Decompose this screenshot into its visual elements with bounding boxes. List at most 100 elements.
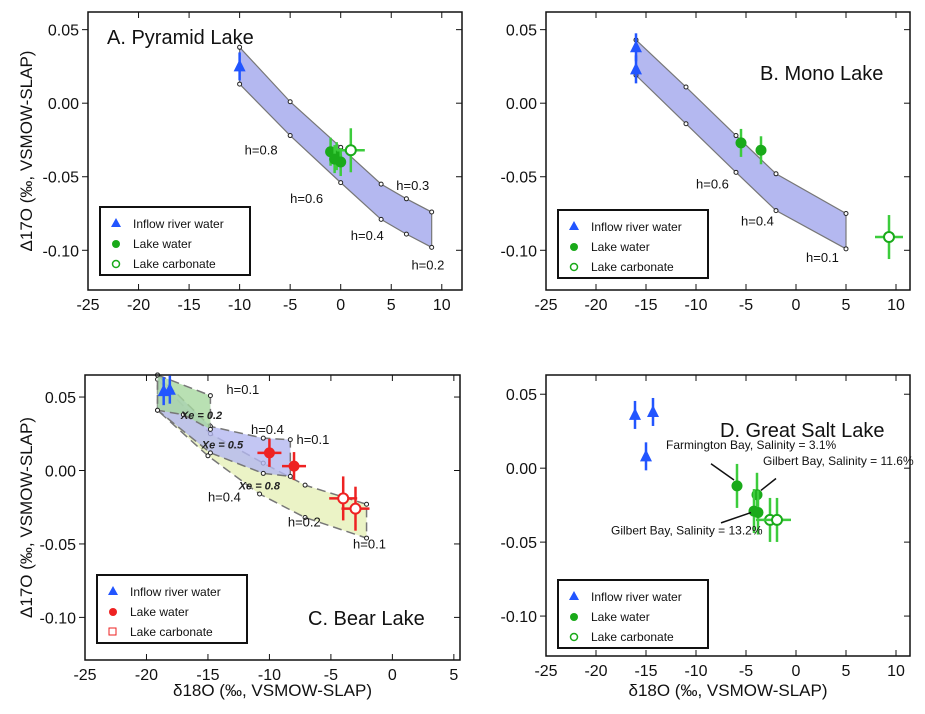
x-tick-label: -20 (135, 667, 158, 684)
annotation: h=0.1 (353, 536, 386, 551)
x-tick-label: -15 (634, 663, 657, 680)
h-node (260, 470, 266, 476)
h-node (237, 44, 243, 50)
inflow-legend-label: Inflow river water (133, 217, 224, 231)
x-tick-label: -20 (584, 297, 607, 314)
panel-b: -25 -20 -15 -10 -5 0 5 10 0.05 0.00 -0.05 -0.10 h=0.… (501, 11, 911, 314)
panel-c: -25 -20 -15 -10 -5 0 5 0.05 0.00 -0.05 -0.10 h=0.1 h… (17, 372, 461, 700)
lake-legend-label: Lake water (591, 240, 650, 254)
y-tick-label: -0.05 (43, 170, 80, 187)
plot-frame (87, 11, 463, 291)
leader-line (710, 463, 735, 481)
h-node (180, 412, 186, 418)
h-node (364, 501, 370, 507)
xe-annotation: Xe = 0.8 (238, 481, 281, 493)
x-tick-label: 5 (449, 667, 458, 684)
h-node (683, 121, 689, 127)
x-tick-label: -5 (324, 667, 338, 684)
x-tick-label: 10 (887, 663, 905, 680)
inflow-point (630, 40, 642, 53)
annotation: Gilbert Bay, Salinity = 11.6% (763, 454, 914, 468)
plot-frame (545, 11, 911, 291)
annotation: h=0.4 (208, 489, 241, 504)
annotation: h=0.2 (288, 514, 321, 529)
y-tick-label: 0.05 (45, 390, 76, 407)
inflow-legend-label: Inflow river water (591, 220, 682, 234)
h-node (403, 196, 409, 202)
x-tick-label: -10 (258, 667, 281, 684)
y-tick-label: -0.10 (43, 243, 80, 260)
carbonate-legend-label: Lake carbonate (130, 625, 213, 639)
annotation: h=0.4 (251, 422, 284, 437)
annotation: h=0.1 (296, 432, 329, 447)
x-tick-label: 0 (792, 297, 801, 314)
h-node (733, 133, 739, 139)
h-node (287, 99, 293, 105)
y-tick-label: 0.05 (506, 23, 537, 40)
h-node (237, 81, 243, 87)
inflow-point (629, 407, 641, 420)
h-node (378, 181, 384, 187)
lake-carbonate-point (883, 231, 895, 244)
x-tick-label: -5 (739, 297, 753, 314)
x-tick-label: -5 (739, 663, 753, 680)
y-tick-label: -0.05 (40, 537, 77, 554)
h-node (403, 231, 409, 237)
h-node (429, 244, 435, 250)
lake-carbonate-point (344, 144, 357, 157)
inflow-legend-label: Inflow river water (130, 585, 221, 599)
lake-legend-icon (112, 240, 120, 248)
y-tick-label: -0.10 (501, 243, 538, 260)
lake-water-point (329, 153, 341, 165)
y-axis-label: Δ17O (‰, VSMOW-SLAP) (17, 51, 36, 252)
h-node (364, 535, 370, 541)
y-tick-label: 0.00 (45, 463, 76, 480)
x-axis-label: δ18O (‰, VSMOW-SLAP) (173, 681, 372, 700)
x-tick-label: -15 (196, 667, 219, 684)
x-tick-label: 5 (842, 297, 851, 314)
h-node (207, 450, 213, 456)
annotation: Farmington Bay, Salinity = 3.1% (666, 438, 837, 452)
h-node (287, 437, 293, 443)
panel-title: A. Pyramid Lake (107, 27, 254, 49)
x-tick-label: 10 (887, 297, 905, 314)
x-tick-label: 0 (336, 297, 345, 314)
carbonate-legend-icon (569, 262, 579, 272)
lake-water-point (288, 460, 300, 472)
h-node (773, 208, 779, 214)
x-tick-label: -10 (684, 297, 707, 314)
carbonate-legend-label: Lake carbonate (591, 260, 674, 274)
panel-title: C. Bear Lake (308, 608, 425, 630)
h-node (287, 133, 293, 139)
inflow-legend-icon (108, 586, 118, 595)
inflow-point (630, 62, 642, 75)
h-node (683, 84, 689, 90)
leader-line (720, 511, 752, 524)
h-node (378, 216, 384, 222)
lake-legend-label: Lake water (133, 237, 192, 251)
h-node (257, 491, 263, 497)
lake-legend-icon (570, 243, 578, 251)
x-tick-label: -20 (584, 663, 607, 680)
inflow-point (163, 382, 176, 395)
y-tick-label: -0.10 (501, 609, 538, 626)
inflow-point (640, 449, 652, 462)
y-axis-label: Δ17O (‰, VSMOW-SLAP) (17, 417, 36, 618)
carbonate-legend-icon (569, 632, 579, 642)
annotation: h=0.1 (226, 382, 259, 397)
lake-legend-icon (570, 613, 578, 621)
x-tick-label: -15 (178, 297, 201, 314)
h-node (429, 209, 435, 215)
x-axis-label: δ18O (‰, VSMOW-SLAP) (628, 681, 827, 700)
x-tick-label: -20 (127, 297, 150, 314)
leader-line (760, 477, 777, 491)
lake-water-point (731, 480, 743, 492)
x-tick-label: -25 (73, 667, 96, 684)
h-node (338, 180, 344, 186)
h-node (733, 169, 739, 175)
xe-annotation: Xe = 0.2 (180, 410, 222, 422)
y-tick-label: 0.00 (506, 96, 537, 113)
inflow-point (233, 59, 246, 72)
plot-frame (545, 374, 911, 657)
